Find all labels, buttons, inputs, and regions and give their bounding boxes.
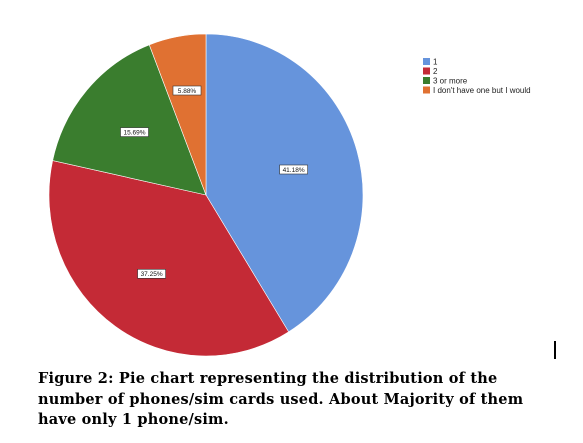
text-cursor-mark <box>554 341 556 359</box>
legend-label-1: 1 <box>433 58 438 67</box>
slice-label-2: 37.25% <box>137 268 166 279</box>
pie-slice-3 <box>52 44 207 196</box>
legend-label-4: I don't have one but I would <box>433 86 531 95</box>
slice-labels: 41.18% 37.25% 15.69% 5.88% <box>120 85 308 279</box>
legend-label-2: 2 <box>433 67 438 76</box>
pie-slice-4 <box>148 33 207 196</box>
legend-swatch-2 <box>423 67 430 75</box>
slice-label-box-4 <box>172 85 202 96</box>
figure-caption: Figure 2: Pie chart representing the dis… <box>38 370 524 428</box>
legend-swatch-3 <box>423 77 430 84</box>
slice-label-box-1 <box>279 164 308 175</box>
slice-label-4: 5.88% <box>172 85 202 96</box>
slice-label-text-4: 5.88% <box>178 88 197 95</box>
slice-label-text-2: 37.25% <box>141 271 163 278</box>
slice-label-box-2 <box>137 268 166 279</box>
legend-swatch-1 <box>423 58 430 65</box>
slice-label-1: 41.18% <box>279 164 308 175</box>
pie-slice-2 <box>48 160 290 357</box>
pie-slices <box>48 33 364 357</box>
pie-slice-1 <box>205 33 364 333</box>
legend-swatch-4 <box>423 86 430 94</box>
slice-label-box-3 <box>120 127 149 137</box>
legend-label-3: 3 or more <box>433 77 468 86</box>
slice-label-3: 15.69% <box>120 127 149 137</box>
slice-label-text-3: 15.69% <box>123 130 145 137</box>
slice-label-text-1: 41.18% <box>283 167 305 174</box>
